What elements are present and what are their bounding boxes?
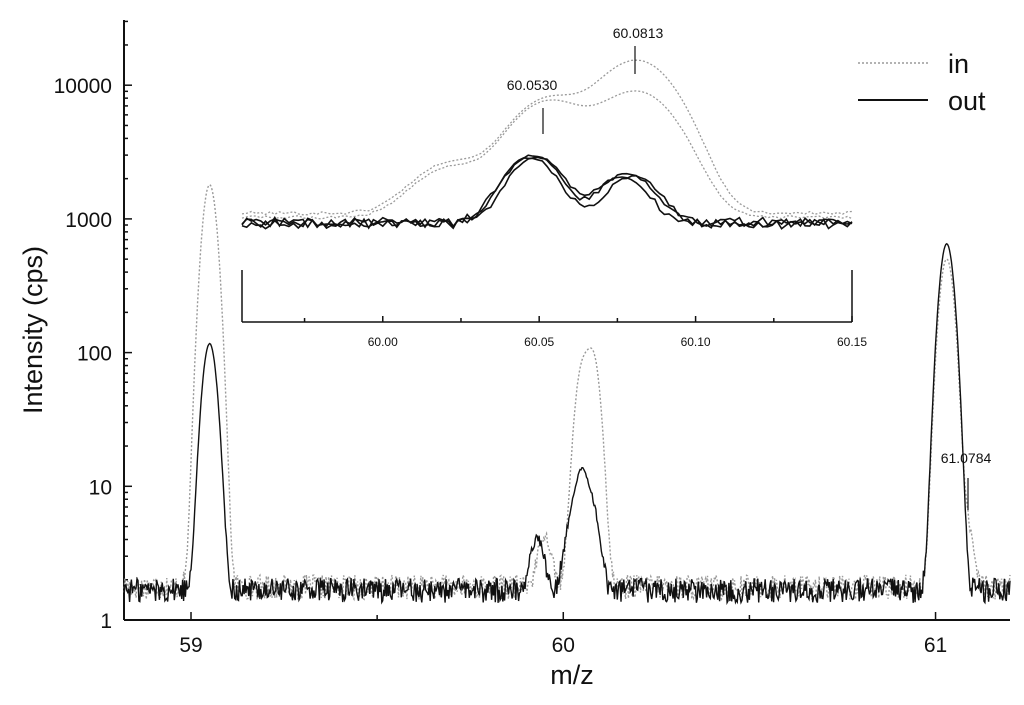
inset-background: [240, 150, 854, 322]
inset-x-tick-label: 60.15: [837, 335, 867, 349]
y-tick-label: 1000: [65, 209, 112, 232]
series-out-line: [123, 242, 1011, 606]
y-tick-label: 100: [77, 343, 112, 366]
legend: in out: [858, 49, 986, 116]
peak-label-60-0813: 60.0813: [613, 25, 664, 41]
x-axis-title: m/z: [550, 660, 594, 690]
inset-x-tick-label: 60.10: [681, 335, 711, 349]
y-axis-title: Intensity (cps): [18, 246, 48, 414]
inset-series-in-line: [241, 90, 853, 220]
inset-series-group: [241, 59, 853, 230]
inset-series-in-line: [241, 59, 853, 216]
y-tick-label: 10: [89, 476, 112, 499]
inset-x-tick-label: 60.05: [524, 335, 554, 349]
inset-x-axis-ticks: 60.00 60.05 60.10 60.15: [303, 316, 867, 349]
peak-label-61-0784: 61.0784: [941, 450, 992, 466]
inset-series-out-line: [241, 156, 853, 230]
peak-label-60-0530: 60.0530: [507, 77, 558, 93]
inset-x-tick-label: 60.00: [368, 335, 398, 349]
inset-series-out-line: [241, 157, 853, 230]
x-tick-label: 59: [179, 634, 202, 657]
legend-out-label: out: [948, 86, 986, 116]
y-axis-ticks: 1 10 100 1000 10000: [54, 20, 132, 633]
x-tick-label: 61: [924, 634, 947, 657]
legend-in-label: in: [948, 49, 969, 79]
x-axis-ticks: 59 60 61: [179, 612, 947, 657]
y-tick-label: 1: [100, 610, 112, 633]
y-tick-label: 10000: [54, 75, 112, 98]
main-series-group: [123, 183, 1011, 606]
x-tick-label: 60: [552, 634, 575, 657]
